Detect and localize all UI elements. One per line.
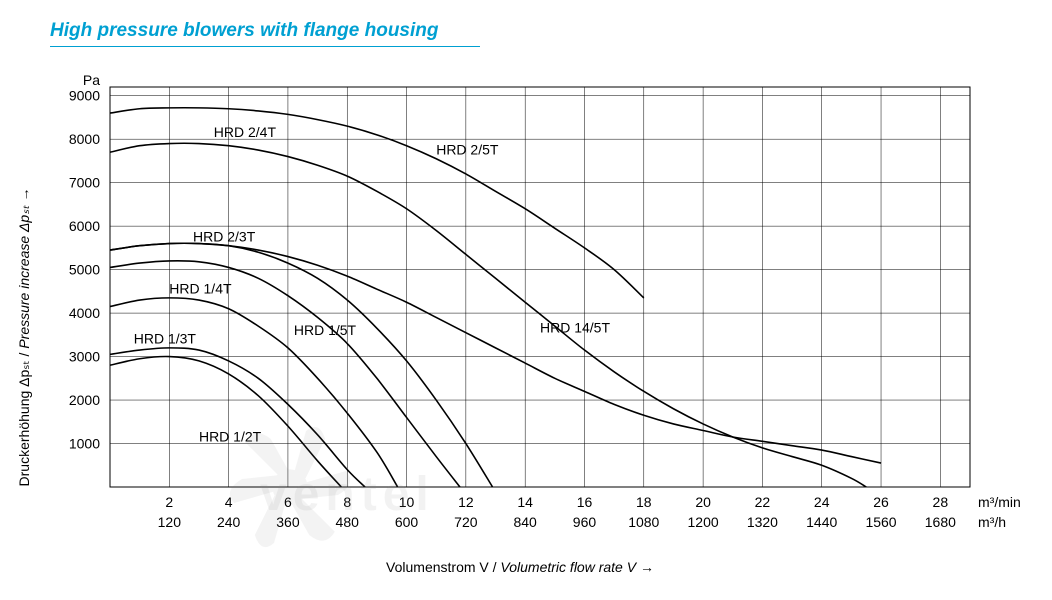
x-tick-h: 360 [276, 514, 300, 530]
x-tick-min: 24 [814, 494, 830, 510]
x-tick-min: 10 [399, 494, 415, 510]
y-tick: 3000 [69, 349, 100, 365]
x-tick-h: 720 [454, 514, 478, 530]
title-underline [50, 46, 480, 47]
x-unit-h: m³/h [978, 514, 1006, 530]
y-tick: 1000 [69, 436, 100, 452]
x-tick-min: 6 [284, 494, 292, 510]
curve-label: HRD 2/3T [193, 228, 256, 244]
x-tick-min: 4 [225, 494, 233, 510]
x-tick-h: 1560 [865, 514, 896, 530]
x-tick-h: 240 [217, 514, 241, 530]
x-axis-label-en: Volumetric flow rate V → [500, 559, 654, 575]
x-tick-h: 840 [513, 514, 537, 530]
chart-container: ventel 100020003000400050006000700080009… [20, 67, 1020, 577]
curve-hrd-2-3t [110, 243, 493, 487]
x-tick-min: 20 [695, 494, 711, 510]
x-unit-min: m³/min [978, 494, 1020, 510]
y-tick: 4000 [69, 305, 100, 321]
y-tick: 8000 [69, 131, 100, 147]
y-tick: 5000 [69, 262, 100, 278]
curve-hrd-1-5t [110, 261, 460, 487]
y-axis-label-en: Pressure increase Δpₛₜ → [16, 188, 32, 349]
x-tick-h: 1200 [688, 514, 719, 530]
x-tick-min: 22 [755, 494, 771, 510]
curve-label: HRD 1/3T [134, 331, 197, 347]
y-tick: 2000 [69, 392, 100, 408]
curve-hrd-1-2t [110, 356, 341, 487]
x-tick-min: 28 [933, 494, 949, 510]
y-unit: Pa [83, 72, 100, 88]
x-tick-h: 480 [336, 514, 360, 530]
x-tick-h: 1080 [628, 514, 659, 530]
y-tick: 7000 [69, 175, 100, 191]
x-tick-min: 14 [517, 494, 533, 510]
y-axis-label-de: Druckerhöhung Δpₛₜ / [16, 349, 32, 487]
y-tick: 9000 [69, 88, 100, 104]
x-tick-min: 12 [458, 494, 474, 510]
x-tick-h: 960 [573, 514, 597, 530]
x-tick-min: 8 [343, 494, 351, 510]
x-tick-min: 26 [873, 494, 889, 510]
x-tick-h: 1680 [925, 514, 956, 530]
curve-label: HRD 1/4T [169, 281, 232, 297]
x-tick-min: 16 [577, 494, 593, 510]
curve-label: HRD 1/5T [294, 322, 357, 338]
x-tick-h: 1440 [806, 514, 837, 530]
x-tick-h: 1320 [747, 514, 778, 530]
curve-label: HRD 2/4T [214, 124, 277, 140]
blower-chart: 1000 2000 3000 4000 5000 6000 7000 8000 9000Pa 2 1… [20, 67, 1020, 577]
y-axis-label: Druckerhöhung Δpₛₜ / Pressure increase Δ… [16, 188, 33, 487]
curve-label: HRD 1/2T [199, 428, 262, 444]
x-tick-min: 2 [165, 494, 173, 510]
x-tick-min: 18 [636, 494, 652, 510]
curve-hrd-1-3t [110, 348, 365, 487]
page-title: High pressure blowers with flange housin… [50, 20, 1032, 42]
x-tick-h: 120 [158, 514, 182, 530]
x-axis-label-de: Volumenstrom V / [386, 559, 500, 575]
curve-hrd-2-5t [110, 108, 644, 298]
x-tick-h: 600 [395, 514, 419, 530]
curve-label: HRD 2/5T [436, 141, 499, 157]
y-tick: 6000 [69, 218, 100, 234]
x-axis-label: Volumenstrom V / Volumetric flow rate V … [386, 559, 654, 575]
